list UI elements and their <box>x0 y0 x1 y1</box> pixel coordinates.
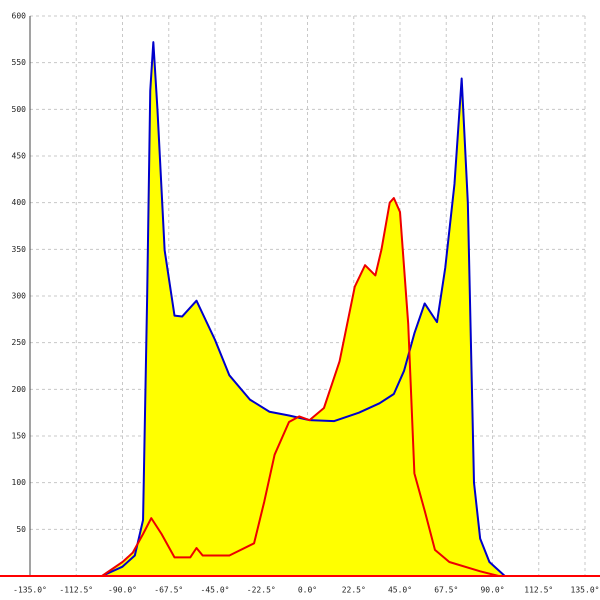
x-tick-label: 67.5° <box>434 586 458 595</box>
y-tick-label: 100 <box>12 478 27 487</box>
y-tick-label: 150 <box>12 432 27 441</box>
x-tick-label: -67.5° <box>154 586 183 595</box>
y-tick-label: 200 <box>12 385 27 394</box>
line <box>101 41 506 577</box>
x-tick-label: 112.5° <box>524 586 553 595</box>
y-tick-label: 350 <box>12 245 27 254</box>
y-tick-label: 250 <box>12 338 27 347</box>
y-tick-label: 400 <box>12 198 27 207</box>
x-tick-label: -90.0° <box>108 586 137 595</box>
y-tick-label: 50 <box>16 525 26 534</box>
x-tick-label: -135.0° <box>13 586 47 595</box>
line <box>101 197 499 577</box>
y-tick-label: 450 <box>12 152 27 161</box>
x-tick-label: 45.0° <box>388 586 412 595</box>
y-tick-label: 550 <box>12 58 27 67</box>
area-fill <box>101 198 499 576</box>
x-tick-label: -45.0° <box>201 586 230 595</box>
y-tick-label: 500 <box>12 105 27 114</box>
y-tick-label: 600 <box>12 12 27 21</box>
x-tick-label: 0.0° <box>298 586 317 595</box>
y-tick-label: 300 <box>12 292 27 301</box>
x-tick-label: 22.5° <box>342 586 366 595</box>
x-tick-label: 135.0° <box>571 586 600 595</box>
x-tick-label: -112.5° <box>59 586 93 595</box>
x-tick-label: 90.0° <box>480 586 504 595</box>
x-tick-label: -22.5° <box>247 586 276 595</box>
